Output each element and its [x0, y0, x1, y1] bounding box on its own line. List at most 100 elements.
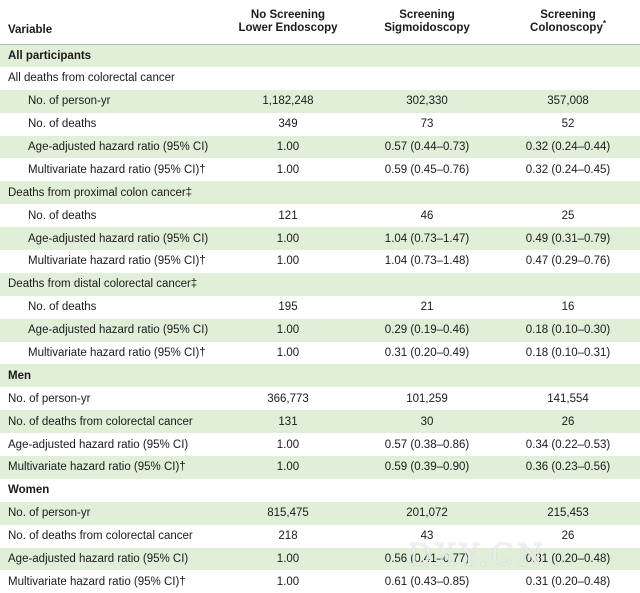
subsection-label: All deaths from colorectal cancer: [8, 72, 175, 85]
row-label: No. of deaths: [28, 301, 97, 314]
cell-sigmoidoscopy: 302,330: [358, 89, 496, 113]
cell-colonoscopy: 0.32 (0.24–0.45): [525, 163, 611, 176]
table-row: No. of deaths from colorectal cancer 131 3…: [0, 410, 640, 434]
cell-sigmoidoscopy: 0.57 (0.38–0.86): [384, 438, 470, 451]
cell-no-screening: 1.00: [276, 255, 300, 268]
section-label: Men: [0, 364, 640, 388]
row-label: Multivariate hazard ratio (95% CI)†: [28, 163, 206, 176]
cell-no-screening: 1.00: [218, 227, 358, 251]
row-label: Multivariate hazard ratio (95% CI)†: [28, 347, 206, 360]
table-row: Age-adjusted hazard ratio (95% CI) 1.00 0.…: [0, 135, 640, 159]
table-row: Age-adjusted hazard ratio (95% CI) 1.00 1.…: [0, 227, 640, 251]
subsection-row: Deaths from proximal colon cancer‡: [0, 181, 640, 205]
header-colonoscopy-line1: Screening: [540, 8, 596, 21]
cell-colonoscopy: 0.49 (0.31–0.79): [496, 227, 640, 251]
cell-sigmoidoscopy: 101,259: [406, 392, 448, 405]
cell-colonoscopy: 16: [561, 301, 575, 314]
cell-colonoscopy: 25: [561, 209, 575, 222]
table-row: No. of person-yr 1,182,248 302,330 357,008: [0, 89, 640, 113]
cell-no-screening: 131: [218, 410, 358, 434]
cell-colonoscopy: 215,453: [496, 501, 640, 525]
table-row: No. of deaths 121 46 25: [0, 204, 640, 227]
table-row: Multivariate hazard ratio (95% CI)† 1.00 0…: [0, 456, 640, 479]
row-label: Multivariate hazard ratio (95% CI)†: [0, 456, 218, 479]
cell-sigmoidoscopy: 0.61 (0.43–0.85): [384, 575, 470, 588]
row-label: No. of deaths from colorectal cancer: [0, 410, 218, 434]
cell-colonoscopy: 26: [561, 530, 575, 543]
cell-no-screening: 218: [278, 530, 298, 543]
cell-no-screening: 815,475: [218, 501, 358, 525]
row-label: Age-adjusted hazard ratio (95% CI): [0, 318, 218, 342]
cell-colonoscopy: 0.31 (0.20–0.48): [496, 547, 640, 571]
cell-no-screening: 195: [278, 301, 298, 314]
section-label: Women: [8, 484, 50, 497]
cell-colonoscopy: 52: [561, 118, 575, 131]
row-label: Age-adjusted hazard ratio (95% CI): [0, 135, 218, 159]
row-label: No. of person-yr: [0, 89, 218, 113]
cell-colonoscopy: 0.18 (0.10–0.31): [525, 347, 611, 360]
section-row: Men: [0, 364, 640, 388]
row-label: No. of person-yr: [8, 392, 91, 405]
row-label: No. of deaths: [28, 209, 97, 222]
table-row: No. of deaths from colorectal cancer 218 4…: [0, 525, 640, 548]
header-colonoscopy: Screening Colonoscopy*: [496, 0, 640, 45]
header-no-screening-line2: Lower Endoscopy: [238, 21, 338, 34]
cell-colonoscopy: 26: [496, 410, 640, 434]
cell-no-screening: 366,773: [267, 392, 309, 405]
cell-no-screening: 349: [278, 118, 298, 131]
cell-sigmoidoscopy: 30: [358, 410, 496, 434]
cell-sigmoidoscopy: 43: [420, 530, 434, 543]
cell-sigmoidoscopy: 0.56 (0.41–0.77): [358, 547, 496, 571]
row-label: Age-adjusted hazard ratio (95% CI): [0, 227, 218, 251]
table-row: Multivariate hazard ratio (95% CI)† 1.00 1…: [0, 250, 640, 273]
subsection-label: Deaths from distal colorectal cancer‡: [0, 272, 640, 296]
header-sigmoidoscopy-line2: Sigmoidoscopy: [384, 21, 470, 34]
table-row: No. of deaths 195 21 16: [0, 296, 640, 319]
row-label: No. of person-yr: [0, 501, 218, 525]
cell-no-screening: 1.00: [218, 547, 358, 571]
cell-sigmoidoscopy: 46: [420, 209, 434, 222]
cell-no-screening: 1,182,248: [218, 89, 358, 113]
row-label: No. of deaths: [28, 118, 97, 131]
header-variable: Variable: [0, 0, 218, 45]
cell-no-screening: 1.00: [218, 135, 358, 159]
cell-colonoscopy: 0.18 (0.10–0.30): [496, 318, 640, 342]
cell-no-screening: 1.00: [276, 347, 300, 360]
table-row: Multivariate hazard ratio (95% CI)† 1.00 0…: [0, 158, 640, 181]
cell-no-screening: 1.00: [276, 163, 300, 176]
cell-sigmoidoscopy: 1.04 (0.73–1.47): [358, 227, 496, 251]
cell-sigmoidoscopy: 201,072: [358, 501, 496, 525]
cell-colonoscopy: 0.36 (0.23–0.56): [496, 456, 640, 479]
table-body: All participants All deaths from colorect…: [0, 44, 640, 593]
section-label: All participants: [0, 44, 640, 67]
cell-sigmoidoscopy: 73: [420, 118, 434, 131]
header-colonoscopy-line2: Colonoscopy: [530, 21, 603, 34]
row-label: No. of deaths from colorectal cancer: [8, 530, 193, 543]
header-no-screening-line1: No Screening: [250, 8, 326, 21]
header-row: Variable No Screening Lower Endoscopy Sc…: [0, 0, 640, 45]
cell-no-screening: 1.00: [218, 318, 358, 342]
table-row: Age-adjusted hazard ratio (95% CI) 1.00 0.…: [0, 433, 640, 456]
cell-colonoscopy: 0.31 (0.20–0.48): [525, 575, 611, 588]
row-label: Age-adjusted hazard ratio (95% CI): [0, 547, 218, 571]
row-label: Multivariate hazard ratio (95% CI)†: [8, 575, 186, 588]
cell-colonoscopy: 141,554: [547, 392, 589, 405]
subsection-label: Deaths from proximal colon cancer‡: [0, 181, 640, 205]
cell-no-screening: 1.00: [218, 456, 358, 479]
cell-no-screening: 121: [278, 209, 298, 222]
cell-no-screening: 1.00: [276, 438, 300, 451]
cell-sigmoidoscopy: 0.29 (0.19–0.46): [358, 318, 496, 342]
table-header: Variable No Screening Lower Endoscopy Sc…: [0, 0, 640, 45]
section-row: Women: [0, 479, 640, 502]
header-colonoscopy-footnote-mark: *: [602, 18, 606, 28]
cell-colonoscopy: 0.47 (0.29–0.76): [525, 255, 611, 268]
cell-colonoscopy: 0.34 (0.22–0.53): [525, 438, 611, 451]
table-row: No. of deaths 349 73 52: [0, 113, 640, 136]
cell-colonoscopy: 0.32 (0.24–0.44): [496, 135, 640, 159]
cell-sigmoidoscopy: 21: [420, 301, 434, 314]
cell-sigmoidoscopy: 0.57 (0.44–0.73): [358, 135, 496, 159]
row-label: Multivariate hazard ratio (95% CI)†: [28, 255, 206, 268]
section-row: All participants: [0, 44, 640, 67]
subsection-row: Deaths from distal colorectal cancer‡: [0, 272, 640, 296]
